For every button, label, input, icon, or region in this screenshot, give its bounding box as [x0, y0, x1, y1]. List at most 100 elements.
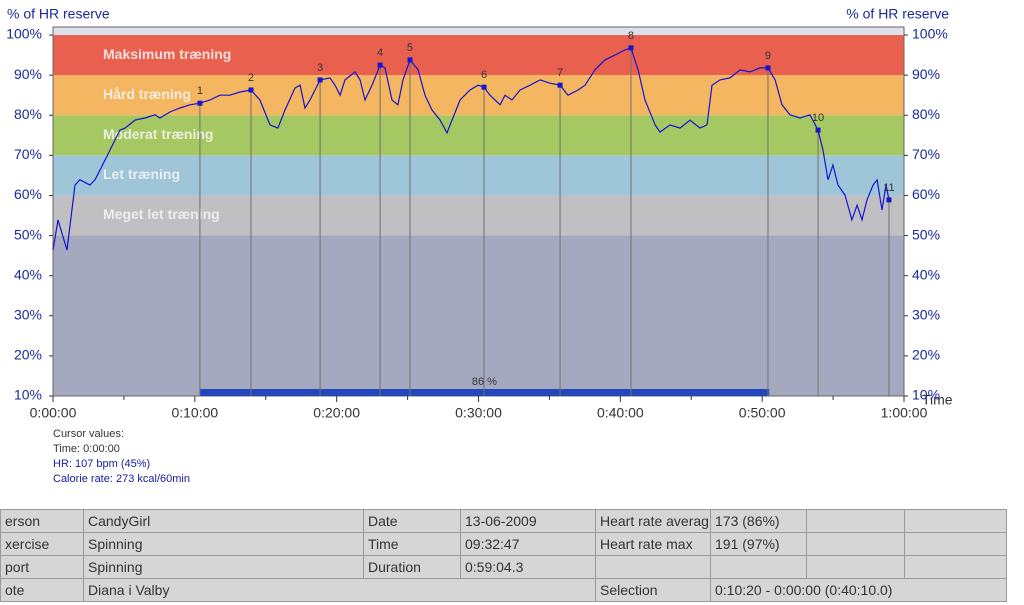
y2-tick-label: 100%: [912, 26, 948, 42]
cell: Time: [363, 532, 461, 556]
zone-label: Let træning: [103, 166, 180, 182]
cell: [710, 555, 807, 579]
x-tick-label: 0:30:00: [455, 405, 502, 421]
cell: 0:10:20 - 0:00:00 (0:40:10.0): [710, 578, 1007, 602]
y-tick-label: 40%: [14, 266, 42, 282]
y-tick-label: 70%: [14, 146, 42, 162]
lap-marker: [317, 77, 323, 83]
y-axis-label: % of HR reserve: [7, 6, 110, 22]
cell: [595, 555, 711, 579]
lap-marker: [407, 57, 413, 63]
cell: xercise: [0, 532, 84, 556]
cell: Duration: [363, 555, 461, 579]
y-tick-label: 100%: [6, 26, 42, 42]
lap-label: 4: [377, 47, 383, 59]
row: port Spinning Duration 0:59:04.3: [0, 555, 1007, 579]
cell: [806, 532, 905, 556]
cursor-text: Calorie rate: 273 kcal/60min: [53, 473, 190, 485]
lap-marker: [628, 45, 634, 51]
y2-tick-label: 10%: [912, 387, 940, 403]
zone: [53, 75, 904, 116]
x-axis-label: Time: [922, 392, 953, 408]
lap-marker: [248, 87, 254, 93]
zone-label: Maksimum træning: [103, 46, 231, 62]
info-table: erson CandyGirl Date 13-06-2009 Heart rate a…: [0, 509, 1007, 602]
cell: [904, 532, 1007, 556]
y2-tick-label: 80%: [912, 106, 940, 122]
cell: 0:59:04.3: [460, 555, 596, 579]
lap-marker: [481, 84, 487, 90]
lap-label: 5: [407, 42, 413, 54]
lap-marker: [815, 127, 821, 133]
cell: Selection: [595, 578, 711, 602]
y-tick-label: 10%: [14, 387, 42, 403]
lap-label: 7: [557, 67, 563, 79]
zone: [53, 235, 904, 396]
x-tick-label: 1:00:00: [881, 405, 928, 421]
cell: 13-06-2009: [460, 509, 596, 533]
cell: Spinning: [83, 555, 364, 579]
y2-tick-label: 30%: [912, 306, 940, 322]
row: erson CandyGirl Date 13-06-2009 Heart rate a…: [0, 509, 1007, 533]
y2-tick-label: 20%: [912, 347, 940, 363]
y2-tick-label: 90%: [912, 66, 940, 82]
lap-marker: [377, 62, 383, 68]
cell: [806, 555, 905, 579]
x-tick-label: 0:50:00: [739, 405, 786, 421]
cell: erson: [0, 509, 84, 533]
lap-label: 11: [883, 182, 894, 194]
y-tick-label: 60%: [14, 186, 42, 202]
lap-marker: [765, 65, 771, 71]
x-tick-label: 0:40:00: [597, 405, 644, 421]
y-tick-label: 80%: [14, 106, 42, 122]
cell: [904, 509, 1007, 533]
cell: 173 (86%): [710, 509, 807, 533]
cell: ote: [0, 578, 84, 602]
zone: [53, 155, 904, 196]
cell: 191 (97%): [710, 532, 807, 556]
y2-tick-label: 40%: [912, 266, 940, 282]
row: xercise Spinning Time 09:32:47 Heart rate ma…: [0, 532, 1007, 556]
y2-tick-label: 50%: [912, 226, 940, 242]
zone-label: Meget let træning: [103, 206, 220, 222]
y-tick-label: 50%: [14, 226, 42, 242]
zone: [53, 27, 904, 36]
lap-marker: [886, 197, 892, 203]
lap-label: 3: [317, 62, 323, 74]
cursor-text: Cursor values:: [53, 428, 124, 440]
zone-label: Moderat træning: [103, 126, 213, 142]
cell: 09:32:47: [460, 532, 596, 556]
zone: [53, 195, 904, 236]
lap-label: 10: [812, 112, 824, 124]
lap-label: 8: [628, 30, 634, 42]
cell: Diana i Valby: [83, 578, 596, 602]
y2-tick-label: 60%: [912, 186, 940, 202]
y-tick-label: 90%: [14, 66, 42, 82]
x-tick-label: 0:10:00: [171, 405, 218, 421]
lap-label: 1: [197, 85, 203, 97]
cell: Spinning: [83, 532, 364, 556]
x-tick-label: 0:00:00: [30, 405, 77, 421]
lap-marker: [557, 82, 563, 88]
cell: Heart rate averag: [595, 509, 711, 533]
cursor-text: HR: 107 bpm (45%): [53, 458, 150, 470]
y2-tick-label: 70%: [912, 146, 940, 162]
y-tick-label: 20%: [14, 347, 42, 363]
y-tick-label: 30%: [14, 306, 42, 322]
lap-label: 6: [481, 69, 487, 81]
cell: CandyGirl: [83, 509, 364, 533]
lap-label: 9: [765, 50, 771, 62]
cell: [806, 509, 905, 533]
cell: Date: [363, 509, 461, 533]
chart: % of HR reserve % of HR reserve Time Meg…: [6, 6, 953, 485]
zone-label: Hård træning: [103, 86, 191, 102]
zone: [53, 115, 904, 156]
row: ote Diana i Valby Selection 0:10:20 - 0:00:…: [0, 578, 1007, 602]
cell: [904, 555, 1007, 579]
cell: port: [0, 555, 84, 579]
y2-axis-label: % of HR reserve: [846, 6, 949, 22]
lap-label: 2: [248, 72, 254, 84]
cursor-text: Time: 0:00:00: [53, 443, 120, 455]
cell: Heart rate max: [595, 532, 711, 556]
